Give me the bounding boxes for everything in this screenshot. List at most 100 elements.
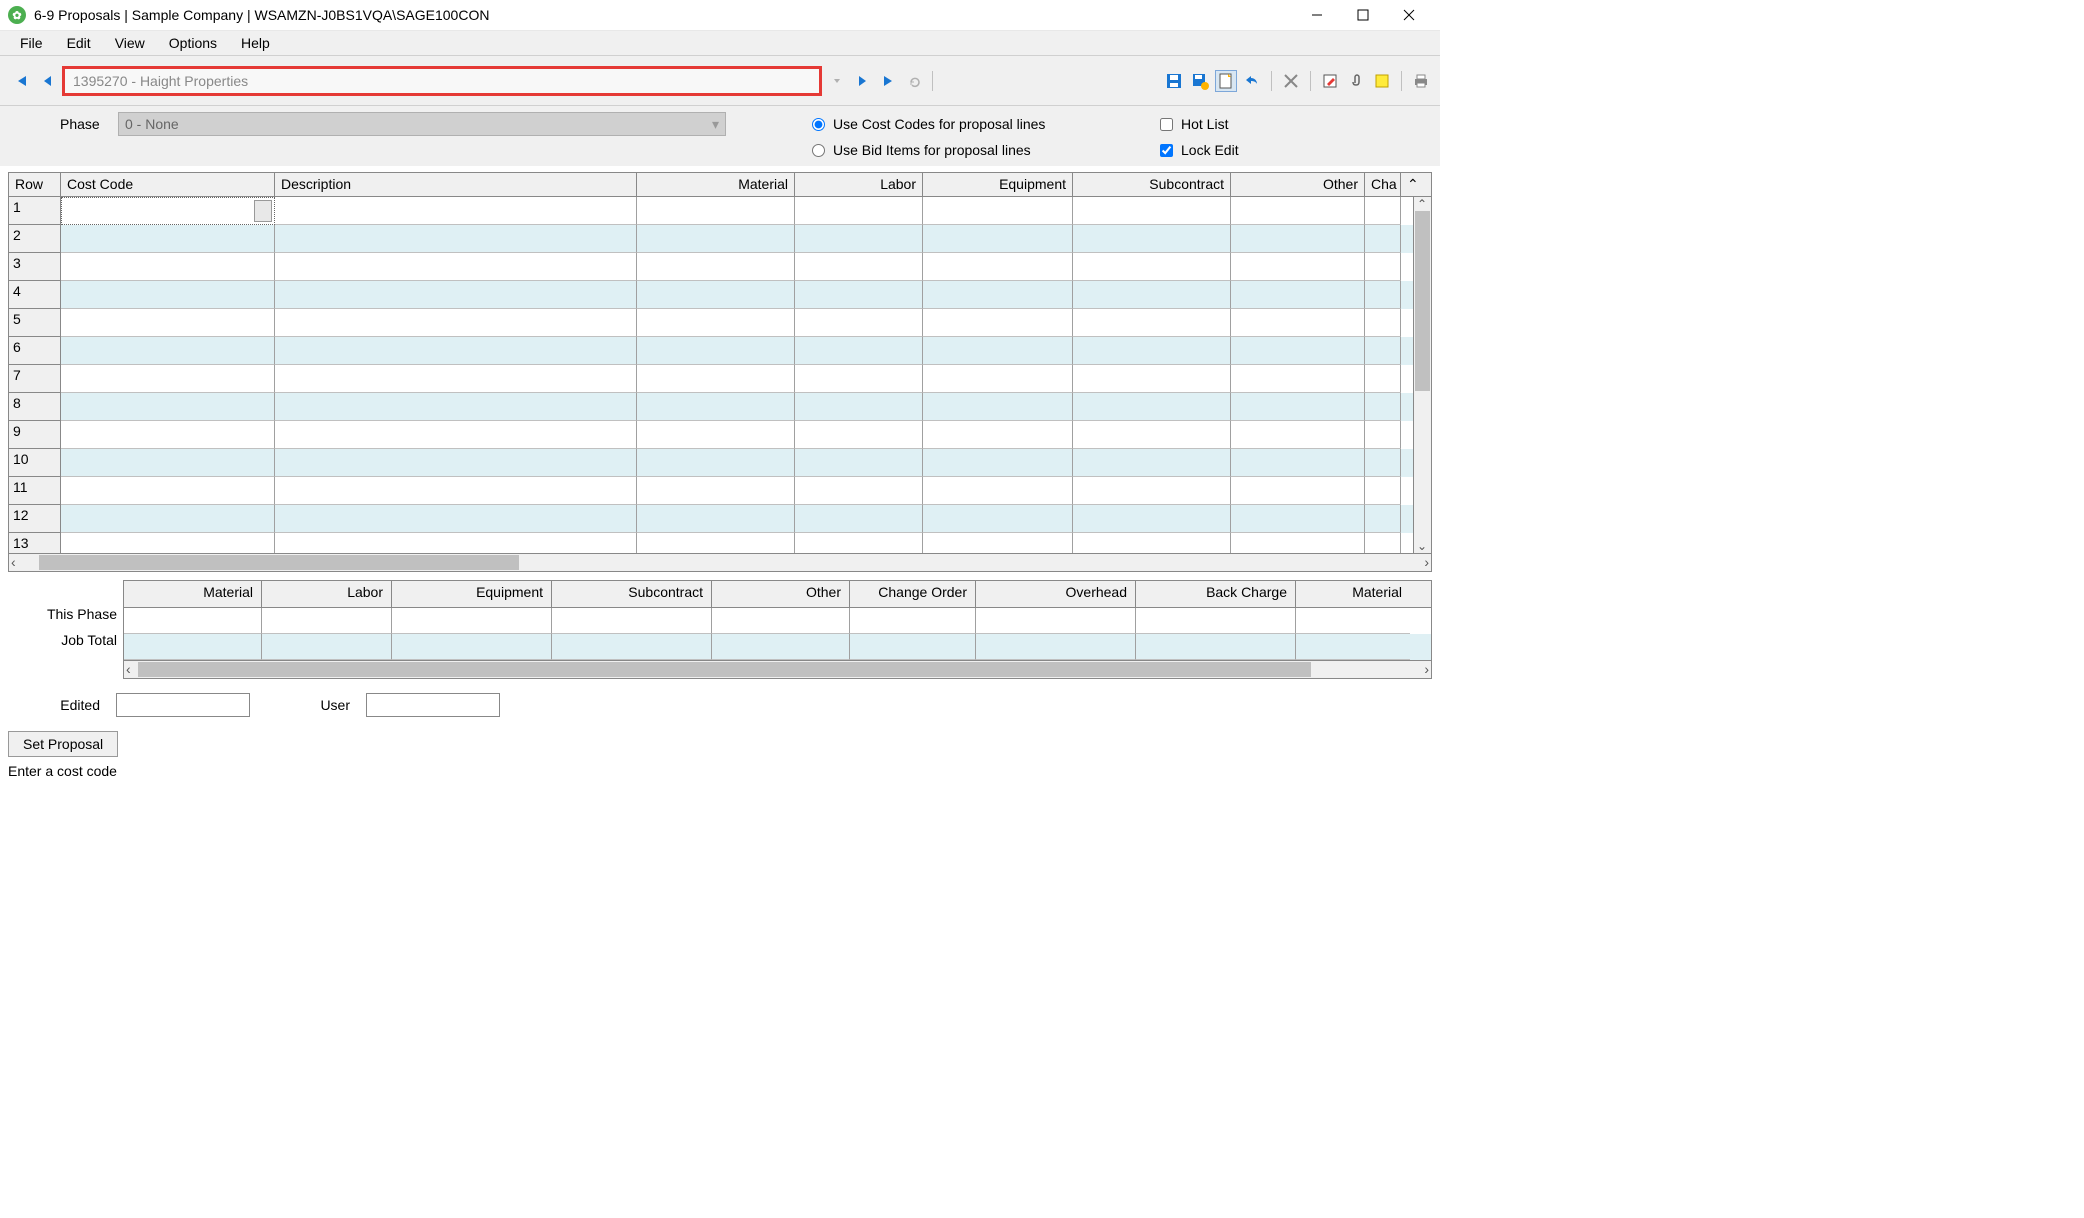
minimize-button[interactable]	[1294, 0, 1340, 30]
grid-cell[interactable]	[795, 393, 923, 421]
grid-cell[interactable]	[1365, 393, 1401, 421]
save-new-icon[interactable]	[1189, 70, 1211, 92]
grid-cell[interactable]	[61, 281, 275, 309]
grid-cell[interactable]	[637, 449, 795, 477]
grid-cell[interactable]	[637, 253, 795, 281]
summary-horizontal-scrollbar[interactable]	[124, 660, 1431, 678]
sum-col-overhead[interactable]: Overhead	[976, 581, 1136, 607]
grid-cell[interactable]	[637, 337, 795, 365]
print-icon[interactable]	[1410, 70, 1432, 92]
col-description[interactable]: Description	[275, 173, 637, 196]
radio-cost-codes-input[interactable]	[812, 118, 825, 131]
grid-cell[interactable]	[637, 225, 795, 253]
record-selector-input[interactable]: 1395270 - Haight Properties	[62, 66, 822, 96]
grid-cell[interactable]	[1073, 393, 1231, 421]
grid-cell[interactable]	[1365, 309, 1401, 337]
grid-cell[interactable]	[637, 309, 795, 337]
sum-col-subcontract[interactable]: Subcontract	[552, 581, 712, 607]
grid-cell[interactable]	[1231, 225, 1365, 253]
grid-cell[interactable]	[1231, 505, 1365, 533]
grid-cell[interactable]	[1365, 449, 1401, 477]
check-lock-edit[interactable]: Lock Edit	[1160, 142, 1340, 158]
grid-cell[interactable]	[923, 337, 1073, 365]
grid-cell[interactable]	[1073, 197, 1231, 225]
grid-cell[interactable]	[1365, 421, 1401, 449]
sum-col-other[interactable]: Other	[712, 581, 850, 607]
grid-cell[interactable]	[61, 533, 275, 553]
set-proposal-button[interactable]: Set Proposal	[8, 731, 118, 757]
grid-cell[interactable]	[1231, 253, 1365, 281]
prev-record-icon[interactable]	[38, 72, 56, 90]
grid-cell[interactable]	[923, 365, 1073, 393]
grid-cell[interactable]	[795, 533, 923, 553]
grid-cell[interactable]	[1365, 225, 1401, 253]
grid-cell[interactable]	[275, 393, 637, 421]
sum-col-material2[interactable]: Material	[1296, 581, 1410, 607]
menu-edit[interactable]: Edit	[55, 33, 103, 53]
grid-cell[interactable]	[637, 365, 795, 393]
grid-cell[interactable]	[637, 421, 795, 449]
col-labor[interactable]: Labor	[795, 173, 923, 196]
grid-cell[interactable]	[275, 309, 637, 337]
grid-cell[interactable]	[1365, 281, 1401, 309]
grid-cell[interactable]	[61, 365, 275, 393]
grid-cell[interactable]	[923, 533, 1073, 553]
grid-cell[interactable]	[795, 505, 923, 533]
grid-cell[interactable]	[61, 393, 275, 421]
radio-bid-items-input[interactable]	[812, 144, 825, 157]
col-equipment[interactable]: Equipment	[923, 173, 1073, 196]
grid-cell[interactable]	[795, 421, 923, 449]
grid-cell[interactable]	[1073, 449, 1231, 477]
menu-file[interactable]: File	[8, 33, 55, 53]
refresh-icon[interactable]	[906, 72, 924, 90]
edited-input[interactable]	[116, 693, 250, 717]
check-hot-list[interactable]: Hot List	[1160, 116, 1340, 132]
col-row[interactable]: Row	[9, 173, 61, 196]
grid-cell[interactable]	[923, 309, 1073, 337]
grid-cell[interactable]	[795, 309, 923, 337]
grid-cell[interactable]	[61, 421, 275, 449]
col-cost-code[interactable]: Cost Code	[61, 173, 275, 196]
table-row[interactable]: 8	[9, 393, 1431, 421]
grid-cell[interactable]	[923, 505, 1073, 533]
menu-view[interactable]: View	[103, 33, 157, 53]
grid-cell[interactable]	[61, 197, 275, 225]
grid-cell[interactable]	[1365, 365, 1401, 393]
phase-select[interactable]: 0 - None ▾	[118, 112, 726, 136]
grid-cell[interactable]	[1073, 337, 1231, 365]
table-row[interactable]: 10	[9, 449, 1431, 477]
grid-cell[interactable]	[923, 225, 1073, 253]
grid-cell[interactable]	[795, 281, 923, 309]
col-material[interactable]: Material	[637, 173, 795, 196]
grid-cell[interactable]	[61, 477, 275, 505]
save-icon[interactable]	[1163, 70, 1185, 92]
delete-icon[interactable]	[1280, 70, 1302, 92]
grid-cell[interactable]	[275, 421, 637, 449]
grid-cell[interactable]	[275, 505, 637, 533]
sum-col-back-charge[interactable]: Back Charge	[1136, 581, 1296, 607]
last-record-icon[interactable]	[880, 72, 898, 90]
grid-cell[interactable]	[795, 449, 923, 477]
grid-cell[interactable]	[637, 197, 795, 225]
grid-vertical-scrollbar[interactable]	[1413, 197, 1431, 553]
table-row[interactable]: 9	[9, 421, 1431, 449]
grid-cell[interactable]	[1365, 197, 1401, 225]
grid-cell[interactable]	[275, 365, 637, 393]
grid-cell[interactable]	[1231, 421, 1365, 449]
grid-cell[interactable]	[61, 449, 275, 477]
grid-cell[interactable]	[923, 449, 1073, 477]
grid-cell[interactable]	[1365, 337, 1401, 365]
scrollbar-thumb[interactable]	[1415, 211, 1430, 391]
note-icon[interactable]	[1371, 70, 1393, 92]
next-record-icon[interactable]	[854, 72, 872, 90]
grid-cell[interactable]	[1073, 365, 1231, 393]
grid-cell[interactable]	[1365, 533, 1401, 553]
grid-cell[interactable]	[61, 337, 275, 365]
grid-cell[interactable]	[275, 225, 637, 253]
scrollbar-thumb[interactable]	[138, 662, 1311, 677]
table-row[interactable]: 7	[9, 365, 1431, 393]
sum-col-change-order[interactable]: Change Order	[850, 581, 976, 607]
grid-cell[interactable]	[275, 281, 637, 309]
grid-cell[interactable]	[1231, 449, 1365, 477]
table-row[interactable]: 11	[9, 477, 1431, 505]
